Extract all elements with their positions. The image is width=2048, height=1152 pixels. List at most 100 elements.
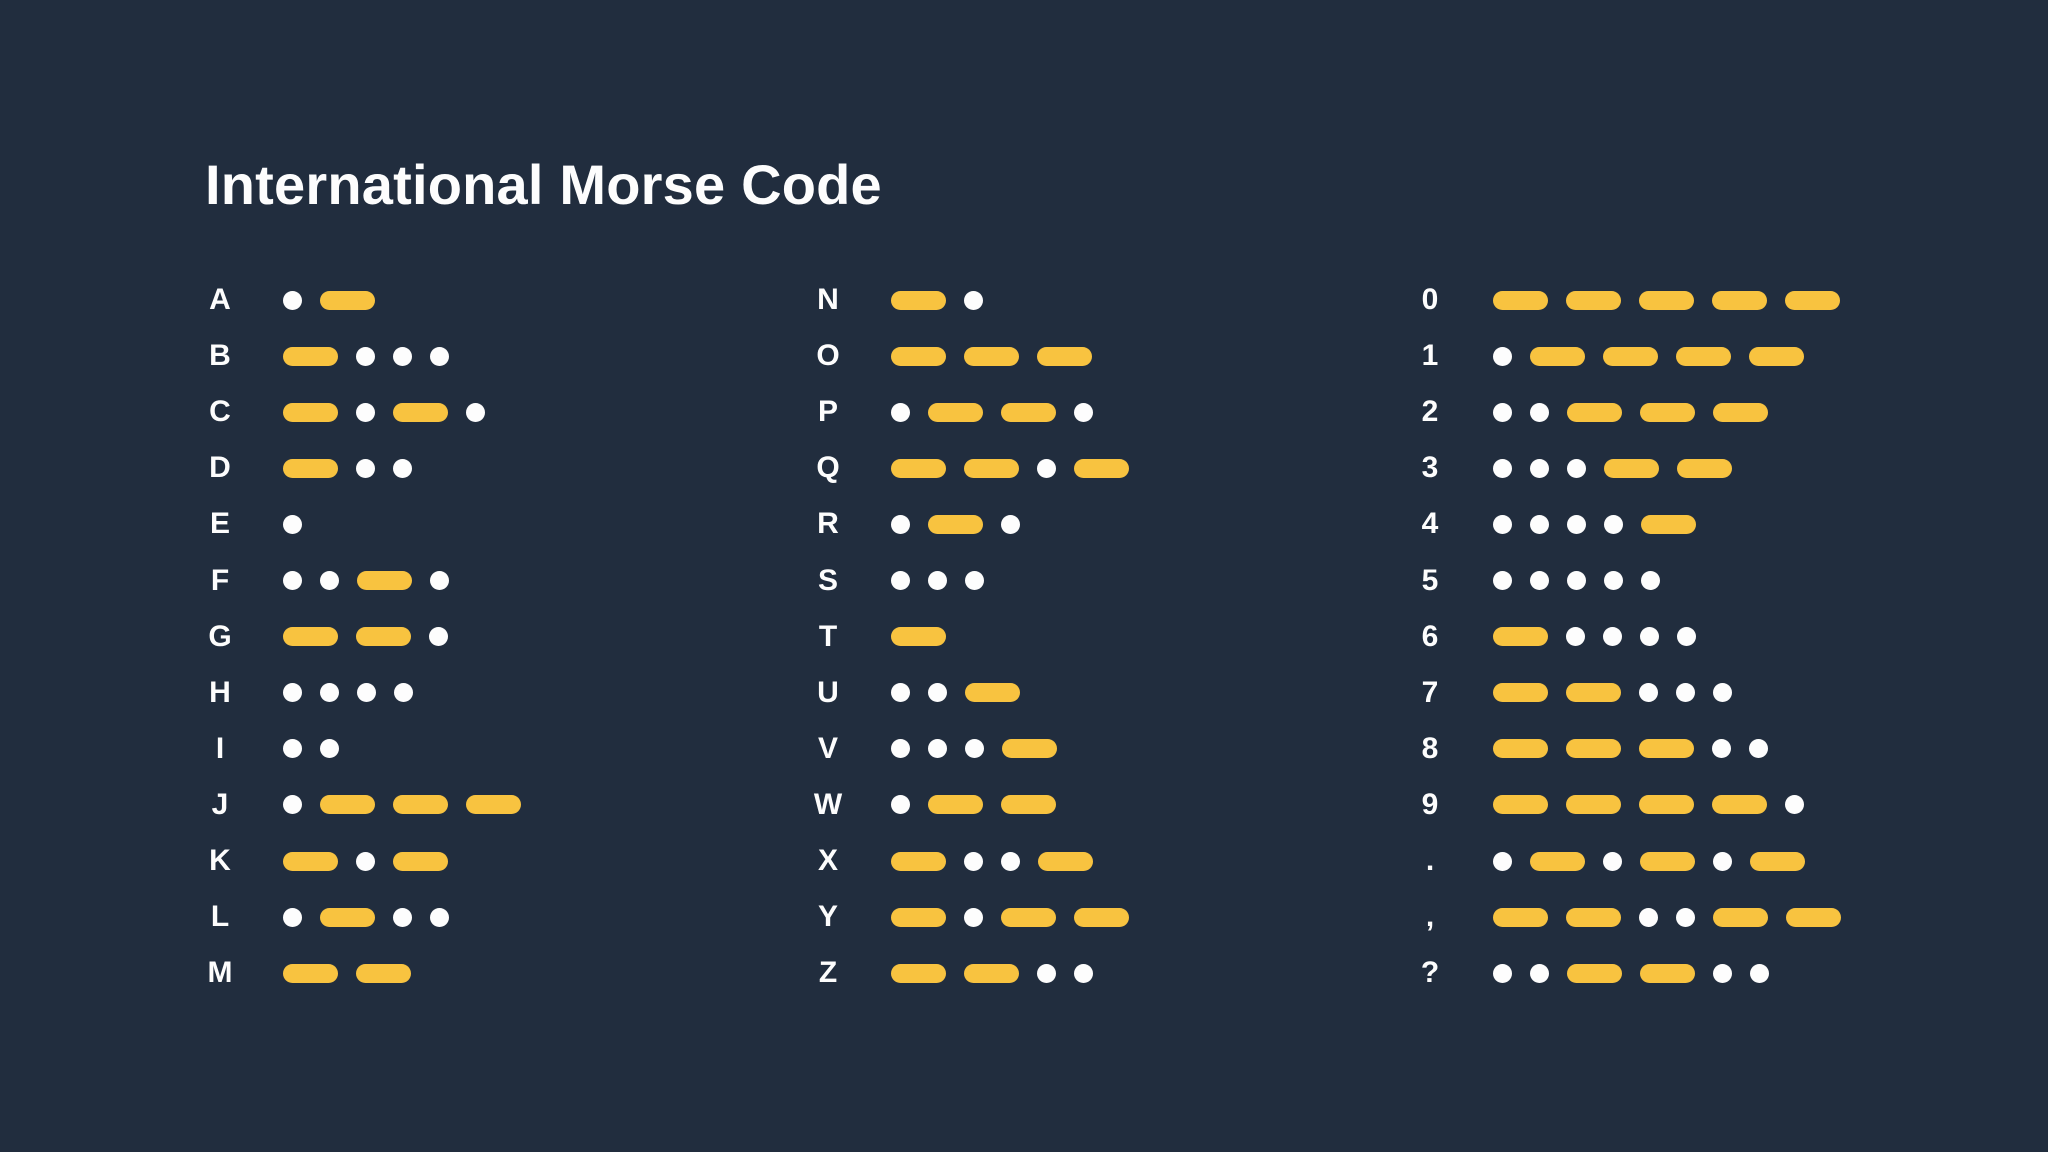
character-label: Z — [818, 956, 838, 990]
morse-code — [891, 402, 1093, 422]
morse-dash — [1001, 402, 1056, 422]
morse-code — [891, 683, 1020, 703]
character-label: F — [210, 563, 230, 597]
morse-dot — [283, 683, 302, 703]
morse-dash — [964, 458, 1019, 478]
morse-dash — [320, 907, 375, 927]
morse-code — [1493, 851, 1805, 871]
character-label: T — [818, 619, 838, 653]
morse-dash — [283, 402, 338, 422]
morse-dash — [283, 627, 338, 647]
morse-dot — [320, 683, 339, 703]
character-label: B — [209, 339, 231, 373]
morse-dot — [394, 683, 413, 703]
morse-dot — [1676, 907, 1695, 927]
morse-dash — [320, 795, 375, 815]
character-label: H — [209, 675, 231, 709]
morse-dot — [1493, 571, 1512, 590]
morse-dot — [283, 795, 302, 815]
morse-dot — [283, 514, 302, 534]
morse-dash — [1493, 795, 1548, 815]
morse-dot — [283, 571, 302, 590]
morse-dash — [1037, 346, 1092, 366]
morse-dash — [1002, 739, 1057, 759]
morse-dash — [1493, 627, 1548, 647]
morse-dot — [1640, 627, 1659, 647]
character-label: Q — [816, 451, 840, 485]
character-label: K — [209, 844, 231, 877]
morse-dash — [964, 346, 1019, 366]
morse-dash — [1001, 795, 1056, 815]
character-label: P — [817, 395, 838, 429]
morse-code — [1493, 290, 1840, 310]
morse-dot — [1493, 458, 1512, 478]
morse-dash — [1001, 907, 1056, 927]
morse-dot — [964, 851, 983, 871]
morse-dot — [1713, 851, 1732, 871]
morse-dot — [1785, 795, 1804, 815]
morse-code — [283, 458, 412, 478]
morse-dash — [1604, 458, 1659, 478]
morse-dot — [891, 514, 910, 534]
morse-dash — [1639, 739, 1694, 759]
morse-dot — [357, 683, 376, 703]
morse-dash — [283, 851, 338, 871]
morse-dash — [393, 402, 448, 422]
morse-code — [1493, 346, 1804, 366]
morse-dot — [928, 683, 947, 703]
morse-dot — [466, 402, 485, 422]
morse-dash — [891, 458, 946, 478]
morse-dash — [891, 963, 946, 983]
morse-dash — [1566, 739, 1621, 759]
character-label: 5 — [1421, 563, 1439, 597]
morse-dot — [1493, 402, 1512, 422]
character-label: A — [209, 283, 231, 316]
morse-dot — [1074, 402, 1093, 422]
morse-dot — [283, 907, 302, 927]
character-label: 6 — [1421, 619, 1439, 653]
page-title: International Morse Code — [205, 153, 882, 216]
morse-code — [283, 627, 448, 647]
character-label: J — [211, 787, 229, 821]
morse-dot — [1001, 851, 1020, 871]
morse-dash — [1712, 290, 1767, 310]
morse-dash — [1677, 458, 1732, 478]
morse-code — [1493, 683, 1732, 703]
morse-dash — [1676, 346, 1731, 366]
morse-dash — [1603, 346, 1658, 366]
morse-dot — [393, 346, 412, 366]
morse-dash — [891, 851, 946, 871]
morse-dot — [891, 402, 910, 422]
morse-dot — [928, 739, 947, 759]
morse-code — [283, 963, 411, 983]
character-label: S — [817, 563, 838, 597]
morse-dash — [466, 795, 521, 815]
morse-dot — [1603, 627, 1622, 647]
morse-dash — [1566, 290, 1621, 310]
character-label: I — [215, 731, 225, 765]
morse-code — [891, 795, 1056, 815]
morse-dot — [1530, 514, 1549, 534]
character-label: 1 — [1421, 339, 1439, 373]
morse-dot — [1604, 514, 1623, 534]
morse-code — [891, 346, 1092, 366]
morse-dot — [891, 683, 910, 703]
character-label: O — [816, 339, 840, 373]
morse-dash — [393, 851, 448, 871]
morse-dash — [1530, 346, 1585, 366]
morse-dot — [1530, 402, 1549, 422]
morse-code — [1493, 514, 1696, 534]
morse-dash — [1074, 907, 1129, 927]
morse-dot — [928, 571, 947, 590]
morse-dot — [965, 739, 984, 759]
morse-dash — [1074, 458, 1129, 478]
morse-code — [283, 683, 413, 703]
morse-dot — [1676, 683, 1695, 703]
morse-dot — [1712, 739, 1731, 759]
character-label: N — [817, 283, 839, 316]
morse-code — [1493, 458, 1732, 478]
morse-dash — [1530, 851, 1585, 871]
morse-dot — [356, 402, 375, 422]
morse-dash — [1712, 795, 1767, 815]
morse-dash — [393, 795, 448, 815]
